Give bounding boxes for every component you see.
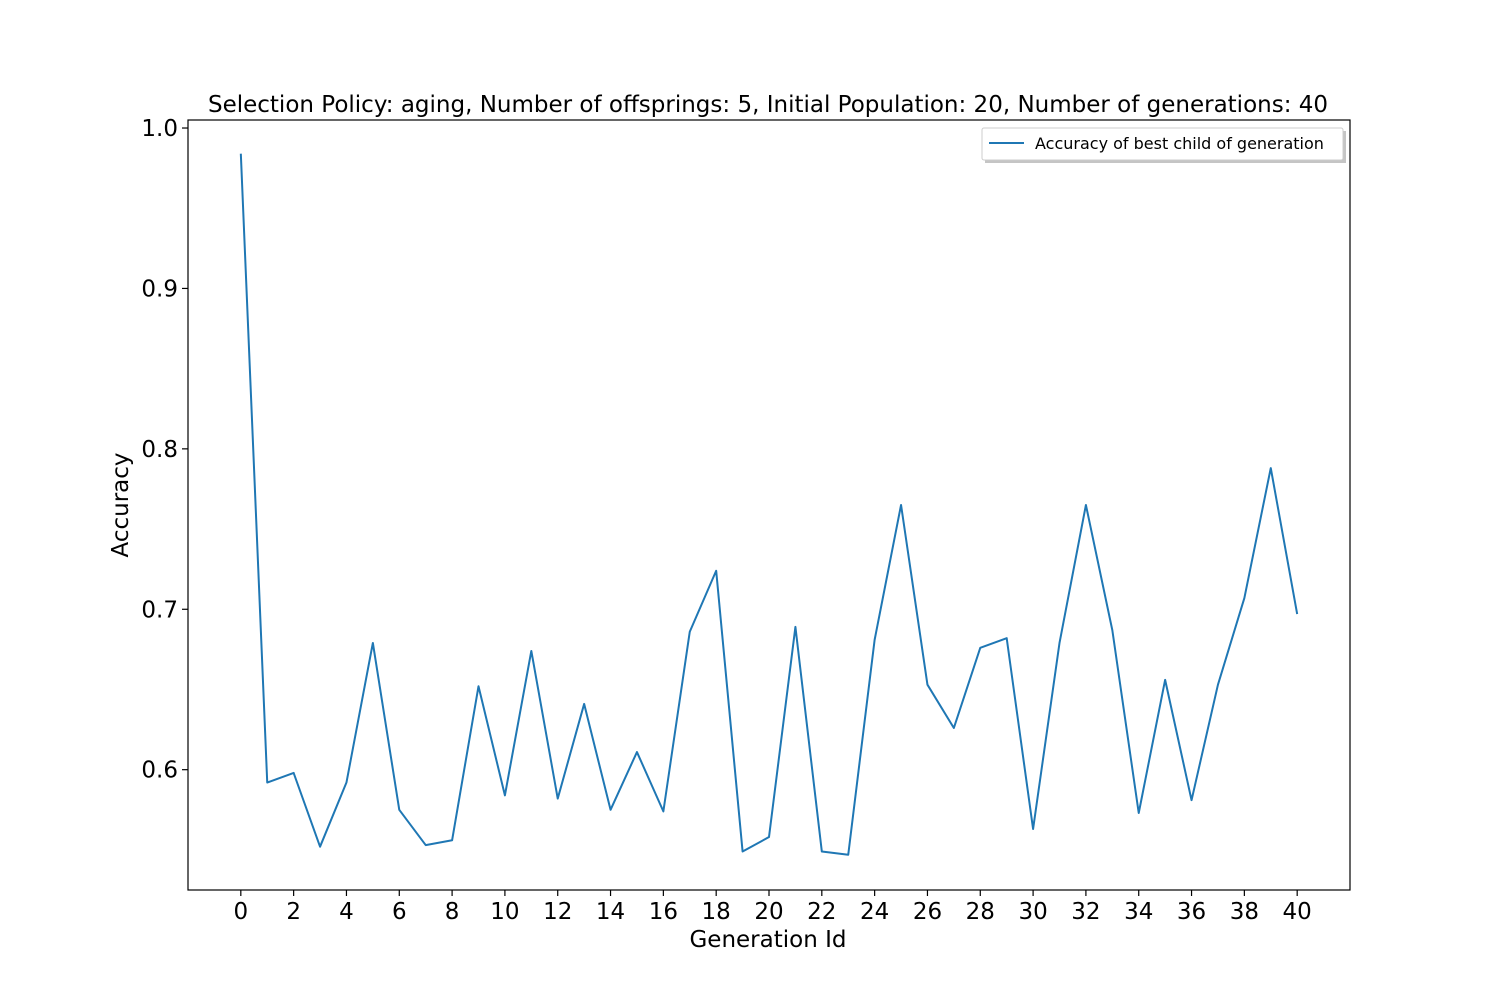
x-tick-label: 14 — [596, 899, 625, 925]
x-tick-label: 20 — [754, 899, 783, 925]
x-tick-label: 38 — [1230, 899, 1259, 925]
x-tick-label: 30 — [1018, 899, 1047, 925]
legend-label: Accuracy of best child of generation — [1035, 134, 1324, 153]
series-layer — [241, 154, 1297, 855]
x-tick-label: 18 — [702, 899, 731, 925]
x-axis-label: Generation Id — [689, 927, 846, 953]
y-axis-label: Accuracy — [108, 452, 134, 557]
y-tick-label: 0.6 — [141, 758, 178, 784]
y-tick-label: 0.9 — [141, 276, 178, 302]
x-tick-label: 2 — [286, 899, 301, 925]
x-tick-label: 10 — [490, 899, 519, 925]
x-tick-label: 24 — [860, 899, 889, 925]
series-line-accuracy — [241, 154, 1297, 855]
x-tick-label: 12 — [543, 899, 572, 925]
x-tick-label: 22 — [807, 899, 836, 925]
x-tick-label: 36 — [1177, 899, 1206, 925]
x-tick-label: 34 — [1124, 899, 1153, 925]
x-tick-label: 4 — [339, 899, 354, 925]
y-tick-label: 0.7 — [141, 597, 178, 623]
x-tick-label: 6 — [392, 899, 407, 925]
x-tick-label: 26 — [913, 899, 942, 925]
legend: Accuracy of best child of generation — [982, 128, 1346, 163]
x-tick-label: 0 — [233, 899, 248, 925]
x-tick-label: 8 — [445, 899, 460, 925]
plot-frame — [188, 120, 1350, 890]
chart-title: Selection Policy: aging, Number of offsp… — [208, 92, 1328, 118]
x-tick-label: 40 — [1283, 899, 1312, 925]
y-tick-label: 0.8 — [141, 437, 178, 463]
y-tick-label: 1.0 — [141, 116, 178, 142]
x-tick-label: 32 — [1071, 899, 1100, 925]
x-tick-label: 16 — [649, 899, 678, 925]
x-tick-label: 28 — [966, 899, 995, 925]
